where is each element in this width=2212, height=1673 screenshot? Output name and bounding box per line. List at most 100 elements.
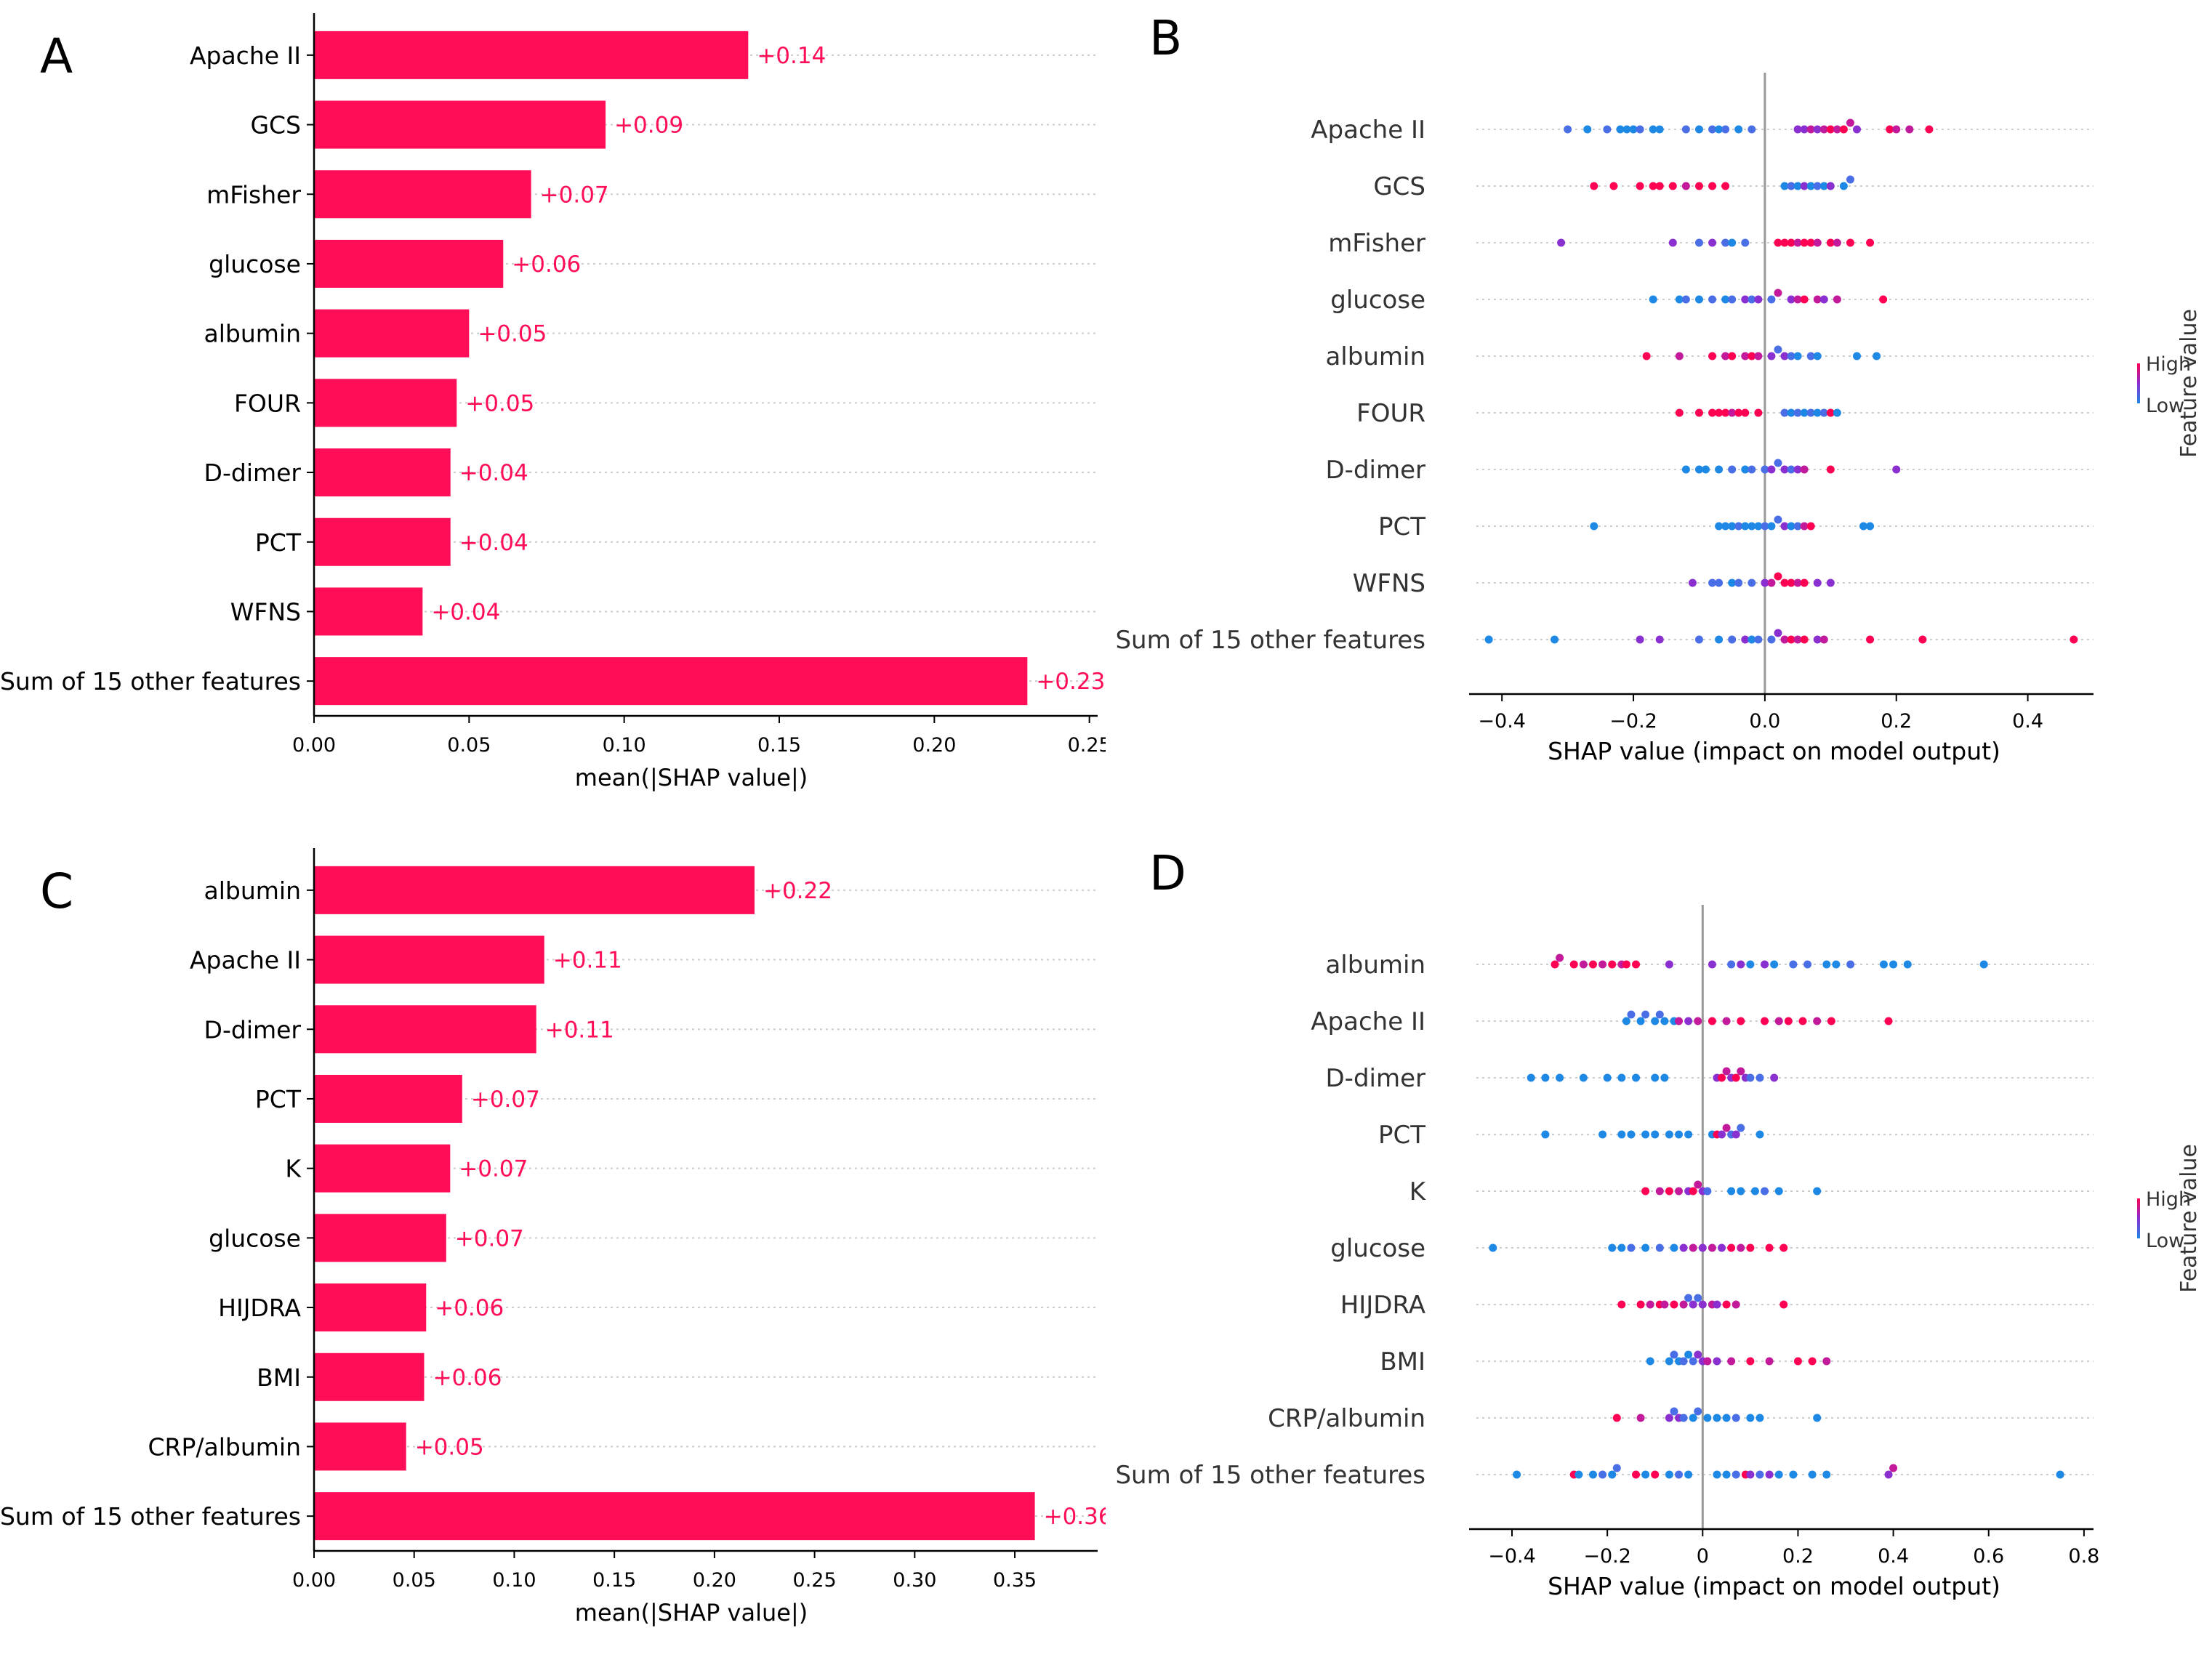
shap-point (1787, 182, 1795, 190)
shap-point (1703, 1414, 1712, 1422)
shap-point (1754, 522, 1763, 531)
shap-point (1665, 1470, 1673, 1479)
shap-point (1822, 1470, 1831, 1479)
shap-point (1787, 465, 1795, 474)
shap-point (1767, 465, 1776, 474)
shap-point (1681, 125, 1690, 134)
shap-point (1886, 125, 1894, 134)
bar (314, 1492, 1035, 1541)
shap-point (1722, 1067, 1731, 1076)
shap-point (1513, 1470, 1521, 1479)
category-label: BMI (257, 1363, 301, 1392)
shap-point (1754, 295, 1763, 304)
shap-point (1675, 408, 1684, 417)
shap-point (1798, 1017, 1807, 1025)
shap-point (1721, 408, 1730, 417)
shap-point (1579, 1073, 1588, 1082)
shap-point (1846, 238, 1854, 247)
shap-point (1787, 295, 1795, 304)
shap-point (1800, 579, 1809, 587)
shap-point (1636, 1414, 1645, 1422)
shap-point (1754, 408, 1763, 417)
shap-point (1741, 635, 1750, 644)
bar (314, 1005, 536, 1054)
shap-point (1728, 635, 1737, 644)
shap-point (1708, 125, 1717, 134)
shap-point (1779, 1243, 1788, 1252)
shap-point (1679, 1300, 1688, 1309)
shap-point (1754, 352, 1763, 360)
shap-point (1679, 1243, 1688, 1252)
shap-point (1727, 1357, 1736, 1366)
shap-point (1590, 522, 1598, 531)
shap-point (1684, 1017, 1693, 1025)
shap-point (1670, 1300, 1678, 1309)
shap-point (1774, 238, 1782, 247)
shap-point (1564, 125, 1572, 134)
shap-point (1806, 408, 1815, 417)
category-label: albumin (204, 320, 301, 348)
shap-point (1737, 1067, 1745, 1076)
shap-point (1793, 465, 1802, 474)
value-label: +0.06 (435, 1295, 504, 1321)
shap-point (1780, 635, 1789, 644)
shap-point (1627, 1010, 1636, 1019)
bar (314, 866, 755, 914)
shap-point (1689, 1357, 1697, 1366)
feature-label: Sum of 15 other features (1115, 626, 1425, 655)
shap-point (1603, 1073, 1612, 1082)
shap-point (1866, 238, 1875, 247)
panel-a: A +0.14 Apache II +0.09 GCS +0.07 mFisher +0.06… (0, 0, 1111, 835)
colorbar-title: Feature value (2176, 309, 2202, 458)
panel-b: B Apache II GCS mFisher glucose albumin FOUR D-… (1106, 0, 2212, 835)
shap-point (1732, 1073, 1740, 1082)
x-axis-label: SHAP value (impact on model output) (1548, 737, 2000, 765)
bar (314, 1144, 451, 1193)
bar (314, 657, 1028, 706)
shap-point (1715, 579, 1724, 587)
shap-point (1746, 1357, 1755, 1366)
value-label: +0.07 (540, 182, 609, 208)
shap-point (1622, 960, 1630, 969)
shap-point (1675, 1470, 1684, 1479)
shap-point (1846, 118, 1854, 127)
panel-letter: B (1149, 10, 1182, 66)
shap-point (1889, 960, 1898, 969)
shap-point (1819, 182, 1828, 190)
shap-point (1679, 1357, 1688, 1366)
shap-point (1681, 295, 1690, 304)
shap-point (1748, 465, 1756, 474)
feature-label: WFNS (1353, 569, 1425, 598)
value-label: +0.07 (455, 1225, 524, 1251)
shap-point (1660, 1017, 1669, 1025)
shap-point (1583, 125, 1592, 134)
colorbar-low-label: Low (2146, 395, 2184, 417)
shap-point (1655, 1243, 1664, 1252)
shap-point (1694, 182, 1703, 190)
shap-point (1598, 1470, 1607, 1479)
x-tick-label: −0.4 (1488, 1545, 1536, 1568)
shap-point (1727, 960, 1736, 969)
shap-point (1789, 960, 1798, 969)
x-tick-label: 0.25 (793, 1569, 837, 1592)
category-label: GCS (250, 111, 301, 140)
shap-point (1826, 238, 1835, 247)
shap-point (1641, 1130, 1650, 1139)
panel-c-chart: C +0.22 albumin +0.11 Apache II +0.11 D-dimer +… (0, 848, 1113, 1626)
shap-point (1579, 960, 1588, 969)
shap-point (1737, 960, 1745, 969)
shap-point (1651, 1130, 1660, 1139)
shap-point (1737, 1243, 1745, 1252)
shap-point (1767, 635, 1776, 644)
x-tick-label: 0.2 (1782, 1545, 1814, 1568)
shap-point (1603, 125, 1612, 134)
value-label: +0.05 (478, 321, 547, 347)
shap-point (1765, 1357, 1774, 1366)
value-label: +0.36 (1044, 1504, 1106, 1530)
shap-point (1800, 238, 1809, 247)
shap-point (1793, 408, 1802, 417)
shap-point (1800, 295, 1809, 304)
bar (314, 379, 457, 427)
shap-point (1819, 635, 1828, 644)
shap-point (1617, 1073, 1626, 1082)
